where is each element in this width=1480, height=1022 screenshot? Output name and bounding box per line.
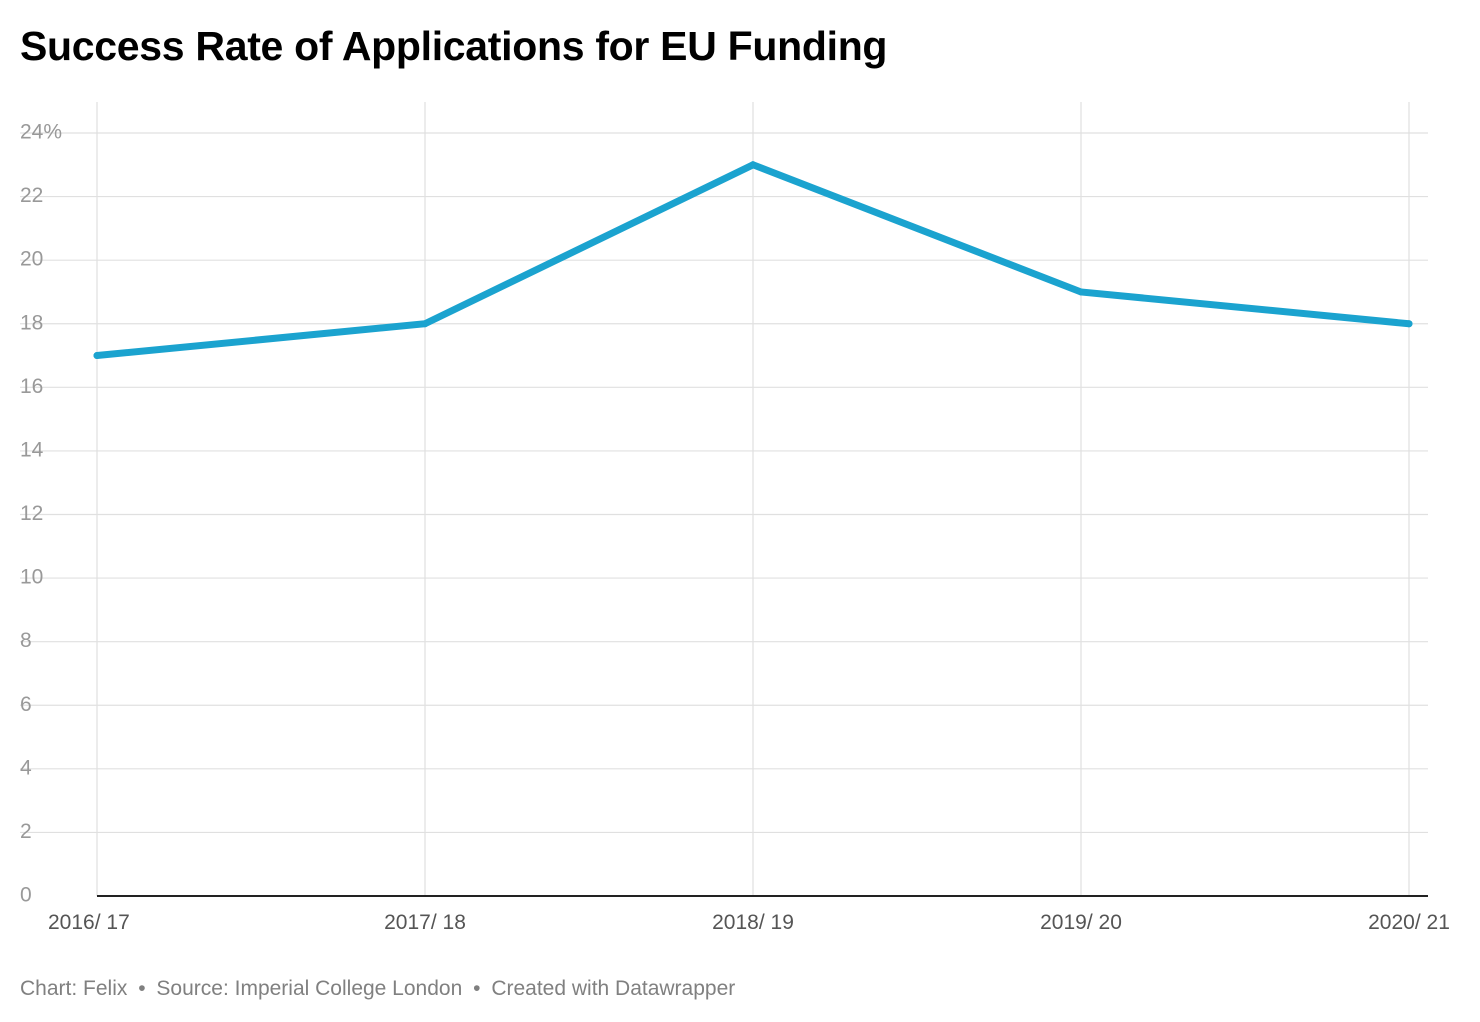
x-tick-label: 2016/ 17 [48, 911, 130, 934]
x-tick-label: 2018/ 19 [712, 911, 794, 934]
chart-source: Source: Imperial College London [156, 977, 463, 1000]
data-point [1405, 320, 1413, 328]
y-tick-label: 10 [20, 566, 43, 589]
y-tick-label: 22 [20, 184, 43, 207]
y-tick-label: 2 [20, 820, 32, 843]
chart-credit: Chart: Felix [20, 977, 128, 1000]
x-tick-label: 2019/ 20 [1040, 911, 1122, 934]
y-axis-tick-labels: 0 2 4 6 8 10 12 14 16 18 20 22 24% [20, 121, 62, 907]
data-point [1077, 288, 1085, 296]
y-tick-label: 18 [20, 311, 43, 334]
x-tick-label: 2017/ 18 [384, 911, 466, 934]
x-axis-tick-labels: 2016/ 17 2017/ 18 2018/ 19 2019/ 20 2020/ 21 [48, 911, 1450, 934]
x-tick-label: 2020/ 21 [1368, 911, 1450, 934]
y-tick-label: 16 [20, 375, 43, 398]
chart-footer: Chart: Felix • Source: Imperial College … [20, 975, 735, 1003]
vertical-gridlines [96, 102, 1410, 896]
chart-tool-credit: Created with Datawrapper [491, 977, 736, 1000]
series-layer [93, 160, 1413, 360]
data-point [749, 161, 757, 169]
y-tick-label: 4 [20, 756, 32, 779]
y-tick-label: 6 [20, 693, 32, 716]
y-tick-label: 20 [20, 248, 43, 271]
y-tick-label: 12 [20, 502, 43, 525]
data-point [93, 352, 101, 360]
y-tick-label: 8 [20, 629, 32, 652]
horizontal-gridlines [20, 132, 1428, 834]
y-tick-label: 0 [20, 884, 32, 907]
data-point [421, 320, 429, 328]
footer-separator: • [138, 977, 146, 1000]
chart-title: Success Rate of Applications for EU Fund… [20, 23, 888, 69]
footer-separator: • [473, 977, 481, 1000]
y-tick-label: 24% [20, 121, 62, 144]
y-tick-label: 14 [20, 438, 44, 461]
